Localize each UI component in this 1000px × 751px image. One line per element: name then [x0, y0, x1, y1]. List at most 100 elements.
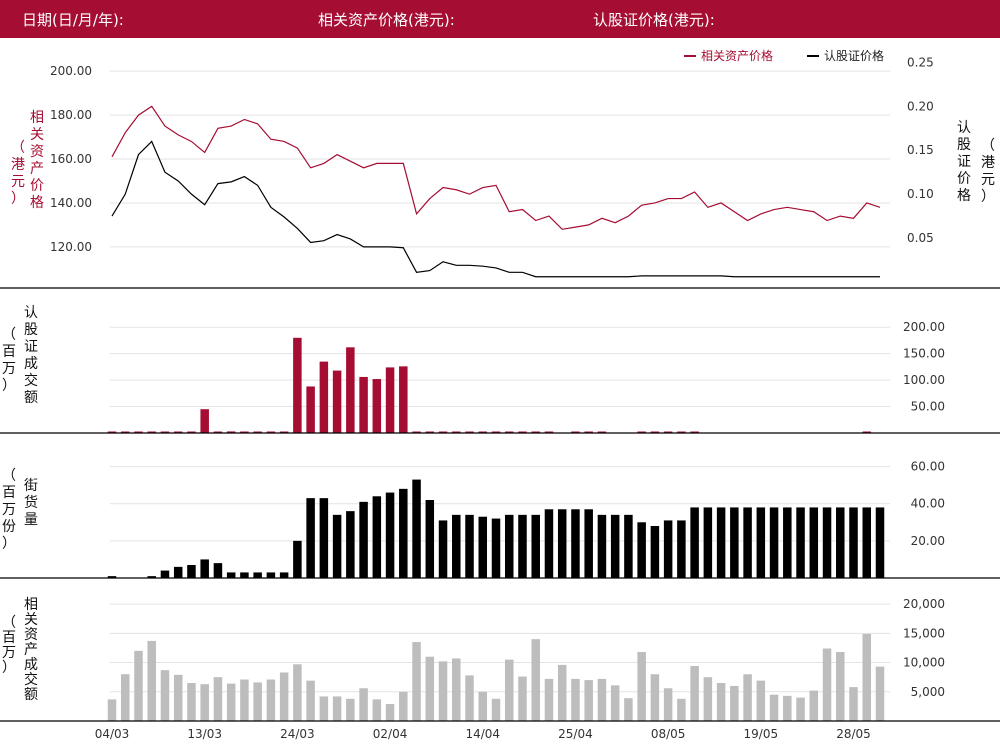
price-panel-right-tick-label: 0.10 [907, 187, 934, 201]
underlying-turnover-bar [862, 633, 872, 721]
outstanding-bar [544, 509, 554, 578]
outstanding-bar [637, 522, 646, 578]
underlying-turnover-bar [213, 677, 223, 721]
outstanding-bar [557, 509, 567, 578]
warrant-turnover-bar [518, 431, 527, 433]
warrant-turnover-bar [187, 431, 196, 433]
underlying-turnover-bar [849, 687, 858, 721]
price-panel-right-tick-label: 0.25 [907, 55, 934, 69]
outstanding-bar [187, 565, 196, 578]
warrant-turnover-bar [531, 431, 540, 433]
warrant-turnover-bar [597, 431, 607, 433]
warrant-turnover-bar [253, 431, 262, 433]
outstanding-bar [690, 507, 699, 578]
underlying-price-label: 相关资产价格(港元): [318, 11, 455, 29]
price-panel-right-tick-label: 0.20 [907, 99, 934, 113]
header-bar: 日期(日/月/年): 相关资产价格(港元): 认股证价格(港元): [0, 0, 1000, 38]
outstanding-bar [571, 509, 580, 578]
underlying-turnover-bar [703, 677, 713, 721]
outstanding-bar [862, 507, 872, 578]
underlying-turnover-bar [756, 680, 766, 721]
warrant-turnover-tick-label: 100.00 [903, 373, 945, 387]
underlying-turnover-bar [796, 697, 805, 721]
outstanding-bar [663, 520, 673, 578]
warrant-turnover-bar [266, 431, 276, 433]
x-tick-label: 19/05 [744, 727, 779, 741]
underlying-turnover-bar [332, 696, 342, 721]
underlying-turnover-bar [385, 704, 395, 721]
warrant-turnover-tick-label: 50.00 [911, 400, 945, 414]
outstanding-bar [769, 507, 779, 578]
underlying-turnover-bar [491, 698, 501, 721]
outstanding-bar [518, 514, 527, 578]
warrant-turnover-bar [425, 431, 435, 433]
outstanding-bar [293, 540, 302, 578]
underlying-turnover-bar [399, 691, 408, 721]
outstanding-bar [226, 572, 236, 578]
underlying-turnover-bar [677, 698, 686, 721]
x-tick-label: 28/05 [836, 727, 871, 741]
outstanding-bar [584, 509, 593, 578]
outstanding-tick-label: 20.00 [911, 534, 945, 548]
outstanding-bar [743, 507, 752, 578]
underlying-turnover-bar [809, 690, 819, 721]
warrant-turnover-bar [160, 431, 170, 433]
warrant-turnover-bar [200, 409, 209, 433]
underlying-turnover-bar [438, 661, 448, 721]
outstanding-bar [107, 576, 117, 578]
warrant-turnover-bar [372, 379, 382, 433]
underlying-turnover-bar [610, 685, 620, 721]
warrant-turnover-bar [677, 431, 686, 433]
price-panel-tick-label: 140.00 [50, 196, 92, 210]
underlying-turnover-bar [173, 674, 183, 721]
underlying-turnover-tick-label: 5,000 [911, 685, 945, 699]
warrant-turnover-bar [663, 431, 673, 433]
underlying-turnover-bar [187, 683, 196, 721]
outstanding-bar [624, 514, 633, 578]
outstanding-bar [438, 520, 448, 578]
outstanding-bar [809, 507, 819, 578]
outstanding-bar [822, 507, 832, 578]
warrant-turnover-bar [544, 431, 554, 433]
outstanding-bar [610, 514, 620, 578]
outstanding-bar [425, 500, 435, 578]
underlying-turnover-bar [637, 652, 646, 721]
underlying-turnover-tick-label: 20,000 [903, 597, 945, 611]
outstanding-bar [253, 572, 262, 578]
outstanding-bar [332, 514, 342, 578]
outstanding-bar [160, 570, 170, 578]
date-label: 日期(日/月/年): [22, 11, 124, 29]
underlying-turnover-bar [557, 664, 567, 721]
underlying-turnover-bar [730, 685, 739, 721]
warrant-turnover-bar [107, 431, 117, 433]
warrant-turnover-bar [491, 431, 501, 433]
underlying-turnover-bar [544, 678, 554, 721]
outstanding-tick-label: 60.00 [911, 460, 945, 474]
price-panel-tick-label: 160.00 [50, 152, 92, 166]
outstanding-bar [716, 507, 726, 578]
underlying-turnover-bar [465, 675, 474, 721]
x-tick-label: 25/04 [558, 727, 593, 741]
underlying-turnover-bar [253, 682, 262, 721]
underlying-turnover-bar [822, 648, 832, 721]
warrant-turnover-bar [359, 376, 368, 433]
underlying-turnover-bar [226, 683, 236, 721]
underlying-turnover-bar [650, 674, 660, 721]
underlying-turnover-bar [531, 639, 540, 721]
x-tick-label: 04/03 [95, 727, 130, 741]
outstanding-bar [849, 507, 858, 578]
warrant-turnover-bar [412, 431, 421, 433]
outstanding-bar [796, 507, 805, 578]
underlying-turnover-bar [279, 672, 289, 721]
warrant-turnover-bar [173, 431, 183, 433]
warrant-turnover-bar [226, 431, 236, 433]
underlying-turnover-bar [412, 642, 421, 721]
outstanding-bar [372, 496, 382, 578]
warrant-turnover-bar [147, 431, 156, 433]
outstanding-bar [783, 507, 792, 578]
outstanding-bar [385, 492, 395, 578]
underlying-turnover-bar [306, 680, 315, 721]
warrant-turnover-bar [504, 431, 514, 433]
warrant-turnover-bar [690, 431, 699, 433]
underlying-turnover-tick-label: 10,000 [903, 656, 945, 670]
